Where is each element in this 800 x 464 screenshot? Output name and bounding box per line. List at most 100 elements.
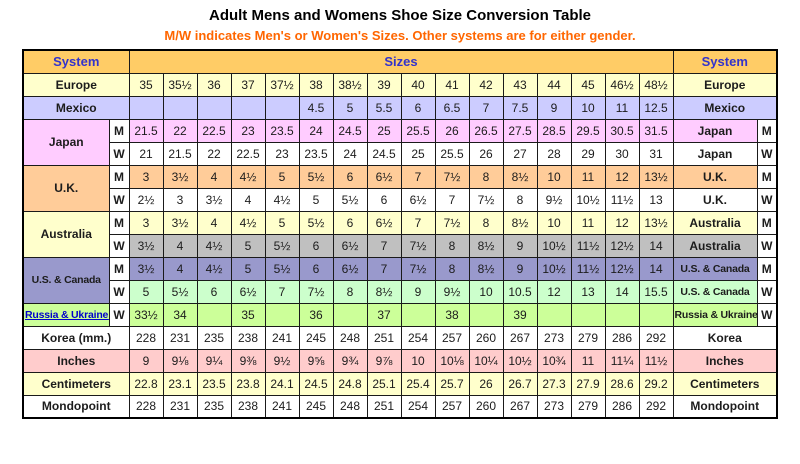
size-cell: 245 <box>298 394 334 419</box>
size-cell: 27.5 <box>502 118 538 143</box>
size-cell: 6½ <box>332 256 368 281</box>
size-cell: 5½ <box>162 279 198 304</box>
size-cell: 6½ <box>366 210 402 235</box>
russia-ukraine-link[interactable]: Russia & Ukraine * <box>25 309 108 321</box>
mw-indicator-left: M <box>108 164 130 189</box>
size-cell: 13½ <box>638 210 674 235</box>
size-cell: 3½ <box>162 210 198 235</box>
size-cell: 24.5 <box>366 141 402 166</box>
size-cell: 25.1 <box>366 371 402 396</box>
size-cell: 43 <box>502 72 538 97</box>
size-cell: 292 <box>638 325 674 350</box>
mw-indicator-right: W <box>756 187 778 212</box>
table-row: U.S. & Canada M 3½ 4 4½ 5 5½ 6 6½ 7 7½ 8 8½ 9 10½ 11½ 12… <box>22 256 778 304</box>
size-cell: 9 <box>502 233 538 258</box>
size-cell: 273 <box>536 325 572 350</box>
size-cell: 286 <box>604 325 640 350</box>
row-label-left: Mondopoint <box>22 394 130 419</box>
size-cell: 7 <box>366 233 402 258</box>
size-cell: 21.5 <box>162 141 198 166</box>
size-cell: 235 <box>196 394 232 419</box>
size-cell: 10½ <box>536 256 572 281</box>
size-cell: 14 <box>604 279 640 304</box>
row-label-left: Australia <box>22 210 110 258</box>
size-cell: 4 <box>162 233 198 258</box>
size-cell: 25 <box>400 141 436 166</box>
table-row: W 5 5½ 6 6½ 7 7½ 8 8½ 9 9½ 10 10.5 12 13 14 15.5 U.S. & C… <box>23 279 778 304</box>
size-cell: 235 <box>196 325 232 350</box>
size-cell: 6 <box>196 279 232 304</box>
size-cell: 9½ <box>264 348 300 373</box>
size-cell <box>468 302 504 327</box>
size-cell: 25.5 <box>434 141 470 166</box>
size-cell: 4½ <box>196 233 232 258</box>
size-cell: 24.5 <box>298 371 334 396</box>
row-label-left: U.S. & Canada <box>22 256 110 304</box>
size-cell: 4 <box>230 187 266 212</box>
size-cell: 8 <box>502 187 538 212</box>
size-cell: 7½ <box>434 164 470 189</box>
size-cell: 5½ <box>264 256 300 281</box>
size-cell: 9 <box>502 256 538 281</box>
size-cell: 267 <box>502 325 538 350</box>
size-cell <box>536 302 572 327</box>
size-cell: 23.5 <box>264 118 300 143</box>
size-cell: 23 <box>230 118 266 143</box>
size-cell: 6½ <box>332 233 368 258</box>
size-cell: 8½ <box>468 233 504 258</box>
table-row: Korea (mm.) 228 231 235 238 241 245 248 251 254 25… <box>22 325 778 350</box>
size-cell: 11 <box>570 164 606 189</box>
size-cell: 10½ <box>570 187 606 212</box>
size-cell: 11¼ <box>604 348 640 373</box>
size-cell: 10 <box>536 210 572 235</box>
row-label-left: Europe <box>22 72 130 97</box>
row-label-right: Korea <box>672 325 778 350</box>
row-label-left: U.K. <box>22 164 110 212</box>
size-cell: 254 <box>400 325 436 350</box>
size-cell: 279 <box>570 394 606 419</box>
size-cell: 35 <box>128 72 164 97</box>
mw-indicator-right: W <box>756 302 778 327</box>
size-cell: 248 <box>332 394 368 419</box>
size-cell: 241 <box>264 394 300 419</box>
size-cell: 251 <box>366 325 402 350</box>
size-cell: 15.5 <box>638 279 674 304</box>
size-cell: 8 <box>332 279 368 304</box>
size-cell: 6.5 <box>434 95 470 120</box>
size-cell: 27.3 <box>536 371 572 396</box>
size-cell: 9½ <box>536 187 572 212</box>
size-cell <box>162 95 198 120</box>
size-cell: 26 <box>468 371 504 396</box>
size-cell: 12 <box>604 210 640 235</box>
size-cell: 42 <box>468 72 504 97</box>
size-cell: 24 <box>298 118 334 143</box>
size-cell: 12.5 <box>638 95 674 120</box>
size-cell: 8 <box>434 233 470 258</box>
size-cell <box>264 302 300 327</box>
size-cell: 24.5 <box>332 118 368 143</box>
size-cell: 286 <box>604 394 640 419</box>
size-cell: 38 <box>298 72 334 97</box>
size-cell: 7½ <box>400 233 436 258</box>
size-cell: 4½ <box>230 210 266 235</box>
size-cell: 23.5 <box>196 371 232 396</box>
page-title: Adult Mens and Womens Shoe Size Conversi… <box>208 7 591 24</box>
size-cell <box>400 302 436 327</box>
size-cell: 24.8 <box>332 371 368 396</box>
size-cell: 7½ <box>468 187 504 212</box>
size-cell: 7 <box>366 256 402 281</box>
size-cell: 4 <box>162 256 198 281</box>
row-label-right: U.K. <box>672 187 758 212</box>
mw-indicator-left: W <box>108 233 130 258</box>
size-cell: 38½ <box>332 72 368 97</box>
size-cell: 7.5 <box>502 95 538 120</box>
size-cell: 245 <box>298 325 334 350</box>
mw-indicator-left: W <box>108 279 130 304</box>
size-cell <box>196 302 232 327</box>
size-cell: 5 <box>128 279 164 304</box>
size-cell: 25.7 <box>434 371 470 396</box>
size-cell: 5½ <box>298 210 334 235</box>
size-cell: 11 <box>570 348 606 373</box>
size-cell: 10½ <box>502 348 538 373</box>
size-cell: 8 <box>434 256 470 281</box>
